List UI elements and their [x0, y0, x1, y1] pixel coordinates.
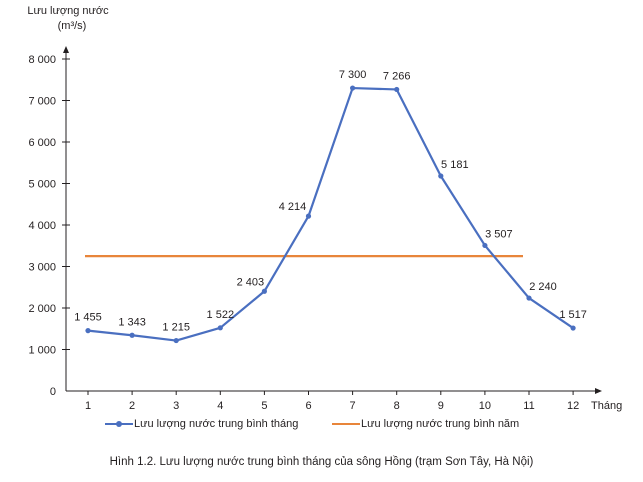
- data-label: 1 522: [207, 309, 235, 321]
- x-tick-label: 6: [305, 400, 311, 412]
- data-point: [305, 213, 312, 219]
- y-tick-label: 3 000: [28, 262, 56, 274]
- y-tick-label: 2 000: [28, 303, 56, 315]
- data-label: 7 266: [383, 70, 411, 82]
- legend-label-annual: Lưu lượng nước trung bình năm: [361, 418, 520, 430]
- y-tick-label: 1 000: [28, 345, 56, 357]
- x-tick-label: 11: [523, 400, 534, 412]
- data-point: [482, 242, 488, 249]
- data-label: 7 300: [339, 69, 367, 81]
- y-tick-label: 8 000: [28, 54, 56, 66]
- y-tick-label: 7 000: [28, 96, 56, 108]
- data-label: 1 517: [559, 309, 587, 321]
- y-tick-label: 4 000: [28, 220, 56, 232]
- x-axis-arrow-icon: [595, 388, 602, 394]
- x-tick-label: 10: [479, 400, 491, 412]
- figure-caption: Hình 1.2. Lưu lượng nước trung bình thán…: [109, 456, 534, 468]
- data-label: 2 403: [237, 276, 265, 288]
- y-axis-title-line2: (m³/s): [58, 20, 87, 32]
- data-point: [85, 328, 91, 334]
- data-label: 3 507: [485, 228, 513, 240]
- data-label: 1 343: [118, 316, 146, 328]
- y-axis-title-line1: Lưu lượng nước: [27, 5, 109, 17]
- x-tick-label: 5: [261, 400, 267, 412]
- line-chart: Lưu lượng nước (m³/s) 0 1 000 2 000 3 000 4 …: [27, 5, 622, 412]
- data-point: [438, 173, 444, 179]
- data-point: [261, 288, 267, 294]
- data-label: 1 455: [74, 312, 102, 324]
- x-tick-label: 9: [438, 400, 444, 412]
- x-tick-label: 7: [350, 400, 356, 412]
- x-tick-label: 4: [217, 400, 223, 412]
- legend-item-annual: Lưu lượng nước trung bình năm: [332, 418, 519, 430]
- data-label: 2 240: [529, 281, 557, 293]
- data-label: 4 214: [279, 201, 307, 213]
- x-tick-label: 8: [394, 400, 400, 412]
- legend-line-marker-icon: [105, 421, 133, 427]
- y-axis-arrow-icon: [63, 46, 69, 53]
- y-tick-label: 6 000: [28, 137, 56, 149]
- data-point: [394, 86, 400, 93]
- y-tick-label: 0: [50, 386, 56, 398]
- x-tick-label: 1: [85, 400, 91, 412]
- x-tick-label: 2: [129, 400, 135, 412]
- data-point: [350, 85, 356, 91]
- y-tick-label: 5 000: [28, 179, 56, 191]
- data-point: [526, 295, 532, 301]
- legend-item-monthly: Lưu lượng nước trung bình tháng: [105, 418, 298, 430]
- legend-label-monthly: Lưu lượng nước trung bình tháng: [134, 418, 299, 430]
- data-point: [217, 325, 223, 331]
- data-point: [173, 337, 179, 344]
- legend-line-icon: [332, 423, 360, 425]
- data-point: [129, 332, 135, 338]
- data-point: [570, 325, 576, 331]
- data-label: 1 215: [162, 322, 190, 334]
- data-label: 5 181: [441, 159, 469, 171]
- monthly-series-line: [87, 86, 574, 342]
- x-axis-title: Tháng: [591, 400, 622, 412]
- x-tick-label: 3: [173, 400, 179, 412]
- x-tick-label: 12: [567, 400, 579, 412]
